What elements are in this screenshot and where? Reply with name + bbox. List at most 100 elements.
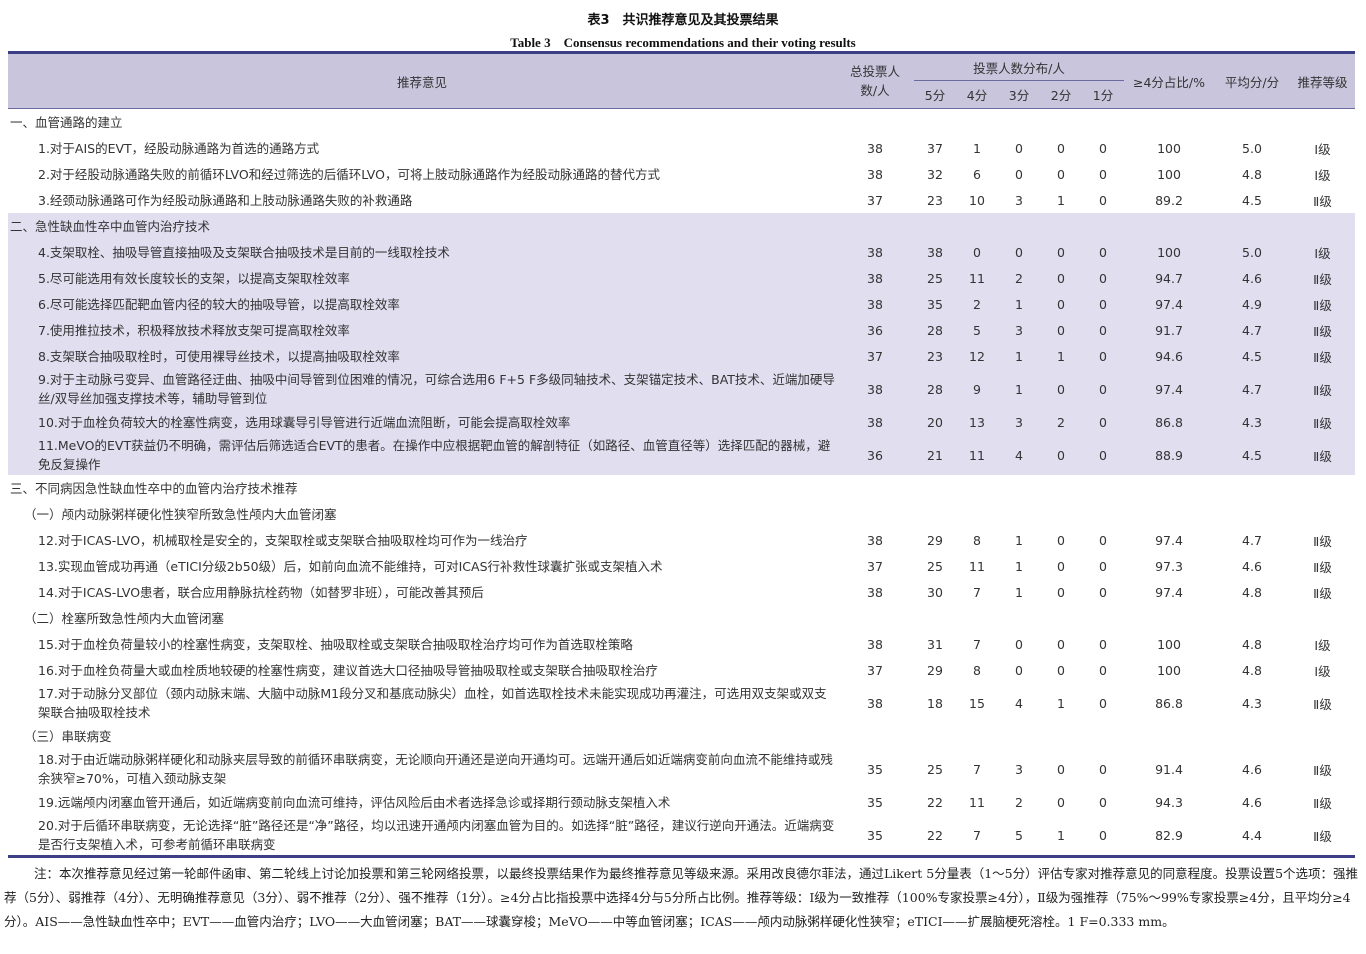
- votes-1: 0: [1099, 140, 1107, 156]
- votes-3: 5: [1015, 827, 1023, 843]
- votes-3: 1: [998, 369, 1040, 409]
- votes-4: 5: [956, 317, 998, 343]
- pct-ge4: 94.7: [1124, 265, 1214, 291]
- total-votes: 38: [867, 166, 883, 182]
- recommendation-text: 5.尽可能选用有效长度较长的支架，以提高支架取栓效率: [8, 265, 836, 291]
- table-body: 一、血管通路的建立 1.对于AIS的EVT，经股动脉通路为首选的通路方式 38 37 1…: [8, 109, 1355, 857]
- avg-score: 4.8: [1242, 636, 1262, 652]
- section-heading: （二）栓塞所致急性颅内大血管闭塞: [24, 610, 225, 626]
- header-4: 4分: [956, 80, 998, 109]
- table-row: 20.对于后循环串联病变，无论选择“脏”路径还是“净”路径，均以迅速开通颅内闭塞…: [8, 815, 1355, 857]
- votes-3: 0: [1015, 140, 1023, 156]
- table-row: 14.对于ICAS-LVO患者，联合应用静脉抗栓药物（如替罗非班），可能改善其预…: [8, 579, 1355, 605]
- votes-2: 0: [1040, 239, 1082, 265]
- votes-5: 25: [927, 761, 943, 777]
- grade: Ⅱ级: [1313, 828, 1332, 844]
- table-container: 推荐意见 总投票人数/人 投票人数分布/人 ≥4分占比/% 平均分/分 推荐等级…: [8, 51, 1355, 858]
- recommendation-text: 3.经颈动脉通路可作为经股动脉通路和上肢动脉通路失败的补救通路: [38, 192, 413, 208]
- voting-results-table: 推荐意见 总投票人数/人 投票人数分布/人 ≥4分占比/% 平均分/分 推荐等级…: [8, 51, 1355, 858]
- table-title-cn: 表3 共识推荐意见及其投票结果: [587, 13, 779, 28]
- pct-ge4: 97.4: [1124, 369, 1214, 409]
- avg-score: 5.0: [1242, 140, 1262, 156]
- votes-5: 22: [927, 794, 943, 810]
- section-heading: 三、不同病因急性缺血性卒中的血管内治疗技术推荐: [10, 480, 298, 496]
- votes-4: 8: [973, 532, 981, 548]
- votes-5: 31: [927, 636, 943, 652]
- votes-1: 0: [1099, 192, 1107, 208]
- votes-4: 13: [956, 409, 998, 435]
- grade: Ⅰ级: [1290, 239, 1355, 265]
- table-row: 3.经颈动脉通路可作为经股动脉通路和上肢动脉通路失败的补救通路 37 23 10 3 1 0…: [8, 187, 1355, 213]
- header-1: 1分: [1082, 80, 1124, 109]
- header-3: 3分: [998, 80, 1040, 109]
- pct-ge4: 88.9: [1124, 435, 1214, 475]
- avg-score: 4.7: [1242, 532, 1262, 548]
- pct-ge4: 91.7: [1124, 317, 1214, 343]
- votes-4: 7: [973, 584, 981, 600]
- header-2: 2分: [1040, 80, 1082, 109]
- avg-score: 4.5: [1214, 435, 1290, 475]
- votes-5: 25: [914, 265, 956, 291]
- votes-5: 29: [927, 532, 943, 548]
- total-votes: 38: [867, 532, 883, 548]
- pct-ge4: 97.3: [1155, 558, 1183, 574]
- votes-2: 0: [1040, 265, 1082, 291]
- total-votes: 38: [867, 140, 883, 156]
- votes-2: 0: [1057, 794, 1065, 810]
- votes-1: 0: [1099, 584, 1107, 600]
- votes-1: 0: [1082, 239, 1124, 265]
- pct-ge4: 86.8: [1155, 695, 1183, 711]
- table-footnote: 注：本次推荐意见经过第一轮邮件函审、第二轮线上讨论加投票和第三轮网络投票，以最终…: [4, 866, 1359, 929]
- grade: Ⅰ级: [1314, 141, 1331, 157]
- table-row: 9.对于主动脉弓变异、血管路径迂曲、抽吸中间导管到位困难的情况，可综合选用6 F…: [8, 369, 1355, 409]
- recommendation-text: 18.对于由近端动脉粥样硬化和动脉夹层导致的前循环串联病变，无论顺向开通还是逆向…: [38, 752, 833, 786]
- votes-2: 0: [1057, 140, 1065, 156]
- recommendation-text: 11.MeVO的EVT获益仍不明确，需评估后筛选适合EVT的患者。在操作中应根据…: [8, 435, 836, 475]
- votes-4: 11: [969, 558, 985, 574]
- recommendation-text: 14.对于ICAS-LVO患者，联合应用静脉抗栓药物（如替罗非班），可能改善其预…: [38, 584, 484, 600]
- votes-3: 0: [1015, 636, 1023, 652]
- avg-score: 4.5: [1242, 192, 1262, 208]
- votes-1: 0: [1082, 343, 1124, 369]
- votes-3: 1: [998, 291, 1040, 317]
- total-votes: 38: [836, 265, 914, 291]
- votes-2: 0: [1057, 558, 1065, 574]
- recommendation-text: 9.对于主动脉弓变异、血管路径迂曲、抽吸中间导管到位困难的情况，可综合选用6 F…: [8, 369, 836, 409]
- recommendation-text: 4.支架取栓、抽吸导管直接抽吸及支架联合抽吸技术是目前的一线取栓技术: [8, 239, 836, 265]
- total-votes: 35: [867, 827, 883, 843]
- votes-2: 0: [1057, 761, 1065, 777]
- pct-ge4: 94.6: [1124, 343, 1214, 369]
- header-grade: 推荐等级: [1290, 52, 1355, 109]
- votes-1: 0: [1082, 409, 1124, 435]
- total-votes: 35: [867, 761, 883, 777]
- grade: Ⅱ级: [1290, 409, 1355, 435]
- avg-score: 4.7: [1214, 317, 1290, 343]
- votes-4: 11: [956, 435, 998, 475]
- section-row: （一）颅内动脉粥样硬化性狭窄所致急性颅内大血管闭塞: [8, 501, 1355, 527]
- votes-4: 12: [956, 343, 998, 369]
- votes-3: 2: [998, 265, 1040, 291]
- votes-1: 0: [1099, 695, 1107, 711]
- pct-ge4: 100: [1157, 636, 1181, 652]
- votes-3: 0: [998, 239, 1040, 265]
- table-row: 19.远端颅内闭塞血管开通后，如近端病变前向血流可维持，评估风险后由术者选择急诊…: [8, 789, 1355, 815]
- votes-4: 11: [956, 265, 998, 291]
- votes-1: 0: [1099, 532, 1107, 548]
- grade: Ⅱ级: [1313, 696, 1332, 712]
- grade: Ⅱ级: [1313, 559, 1332, 575]
- table-row: 1.对于AIS的EVT，经股动脉通路为首选的通路方式 38 37 1 0 0 0 100 5.0…: [8, 135, 1355, 161]
- grade: Ⅱ级: [1290, 369, 1355, 409]
- total-votes: 38: [836, 369, 914, 409]
- votes-4: 7: [973, 761, 981, 777]
- total-votes: 38: [836, 239, 914, 265]
- avg-score: 4.6: [1242, 558, 1262, 574]
- votes-4: 2: [956, 291, 998, 317]
- recommendation-text: 20.对于后循环串联病变，无论选择“脏”路径还是“净”路径，均以迅速开通颅内闭塞…: [38, 818, 835, 852]
- avg-score: 4.6: [1214, 265, 1290, 291]
- avg-score: 4.5: [1214, 343, 1290, 369]
- votes-1: 0: [1099, 794, 1107, 810]
- table-row: 12.对于ICAS-LVO，机械取栓是安全的，支架取栓或支架联合抽吸取栓均可作为…: [8, 527, 1355, 553]
- header-5: 5分: [914, 80, 956, 109]
- votes-1: 0: [1099, 662, 1107, 678]
- votes-2: 1: [1057, 695, 1065, 711]
